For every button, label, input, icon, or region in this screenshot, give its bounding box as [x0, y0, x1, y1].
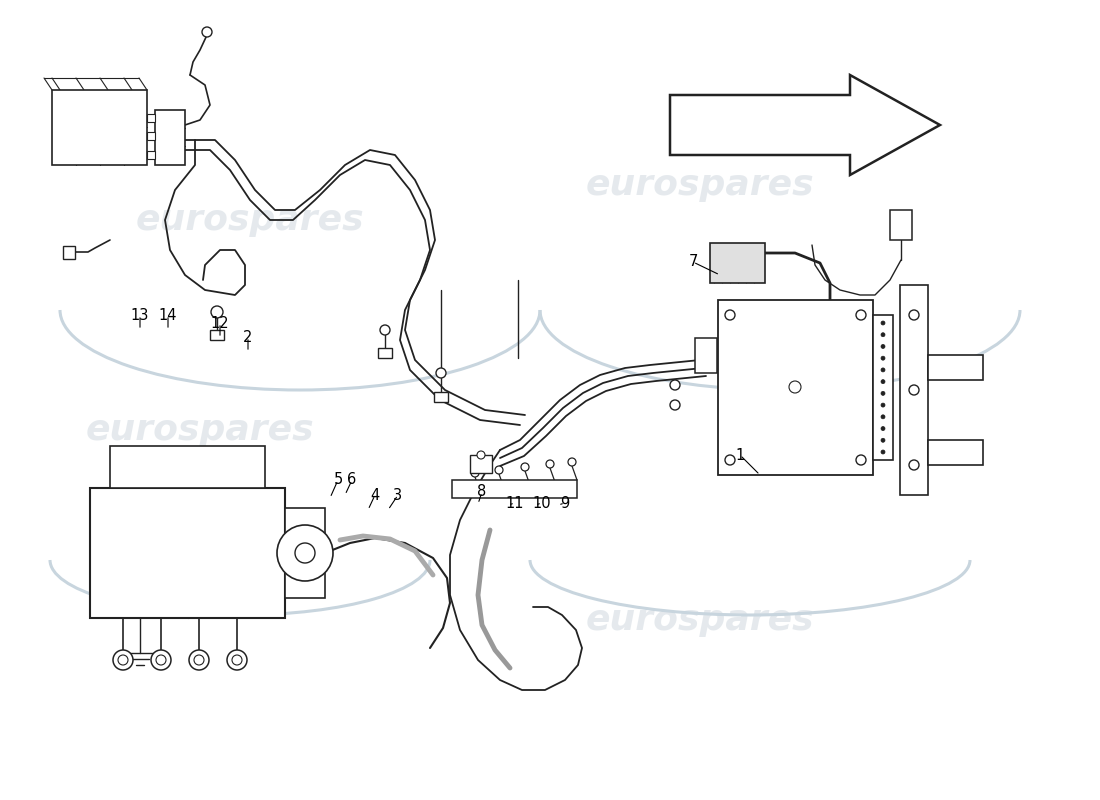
Circle shape — [194, 655, 204, 665]
Circle shape — [436, 368, 446, 378]
Text: 14: 14 — [158, 307, 177, 322]
Circle shape — [670, 380, 680, 390]
FancyBboxPatch shape — [452, 480, 578, 498]
Circle shape — [211, 306, 223, 318]
FancyBboxPatch shape — [147, 132, 155, 140]
FancyBboxPatch shape — [434, 392, 448, 402]
Circle shape — [909, 310, 918, 320]
FancyBboxPatch shape — [285, 508, 324, 598]
Circle shape — [670, 400, 680, 410]
FancyBboxPatch shape — [63, 246, 75, 259]
Circle shape — [546, 460, 554, 468]
Circle shape — [881, 321, 886, 325]
Circle shape — [202, 27, 212, 37]
FancyBboxPatch shape — [928, 440, 983, 465]
Text: 9: 9 — [560, 495, 570, 510]
Circle shape — [568, 458, 576, 466]
Text: 8: 8 — [477, 485, 486, 499]
Circle shape — [189, 650, 209, 670]
Circle shape — [909, 385, 918, 395]
Circle shape — [118, 655, 128, 665]
Text: eurospares: eurospares — [585, 603, 814, 637]
FancyBboxPatch shape — [147, 151, 155, 159]
Circle shape — [881, 345, 886, 349]
FancyBboxPatch shape — [710, 243, 764, 283]
Circle shape — [881, 333, 886, 337]
Text: eurospares: eurospares — [86, 413, 315, 447]
Circle shape — [881, 415, 886, 419]
Circle shape — [471, 469, 478, 477]
Circle shape — [477, 451, 485, 459]
Circle shape — [277, 525, 333, 581]
FancyBboxPatch shape — [718, 300, 873, 475]
Circle shape — [881, 403, 886, 407]
Circle shape — [881, 368, 886, 372]
Circle shape — [881, 426, 886, 430]
FancyBboxPatch shape — [928, 355, 983, 380]
Circle shape — [113, 650, 133, 670]
FancyBboxPatch shape — [90, 488, 285, 618]
Text: 6: 6 — [348, 473, 356, 487]
Circle shape — [789, 381, 801, 393]
FancyBboxPatch shape — [378, 348, 392, 358]
Text: 1: 1 — [736, 447, 745, 462]
Circle shape — [856, 455, 866, 465]
Circle shape — [725, 310, 735, 320]
Circle shape — [156, 655, 166, 665]
Text: 7: 7 — [689, 254, 697, 270]
FancyBboxPatch shape — [900, 285, 928, 495]
Text: 3: 3 — [394, 487, 403, 502]
FancyBboxPatch shape — [147, 114, 155, 122]
FancyBboxPatch shape — [155, 110, 185, 165]
Text: eurospares: eurospares — [585, 168, 814, 202]
FancyBboxPatch shape — [210, 330, 224, 340]
Circle shape — [881, 380, 886, 384]
Circle shape — [379, 325, 390, 335]
Text: eurospares: eurospares — [135, 203, 364, 237]
Circle shape — [881, 438, 886, 442]
Circle shape — [495, 466, 503, 474]
Text: 5: 5 — [333, 473, 342, 487]
FancyBboxPatch shape — [52, 90, 147, 165]
Text: 2: 2 — [243, 330, 253, 345]
Circle shape — [856, 310, 866, 320]
Circle shape — [909, 460, 918, 470]
Text: 13: 13 — [131, 307, 150, 322]
Circle shape — [295, 543, 315, 563]
FancyBboxPatch shape — [470, 455, 492, 473]
Text: 4: 4 — [371, 487, 380, 502]
Circle shape — [227, 650, 248, 670]
Circle shape — [881, 356, 886, 360]
Text: 10: 10 — [532, 495, 551, 510]
FancyBboxPatch shape — [890, 210, 912, 240]
Circle shape — [232, 655, 242, 665]
FancyBboxPatch shape — [695, 338, 717, 373]
Text: 12: 12 — [211, 315, 229, 330]
Polygon shape — [670, 75, 940, 175]
Circle shape — [881, 450, 886, 454]
FancyBboxPatch shape — [873, 315, 893, 460]
Circle shape — [881, 391, 886, 395]
Circle shape — [151, 650, 170, 670]
Circle shape — [521, 463, 529, 471]
FancyBboxPatch shape — [110, 446, 265, 488]
Circle shape — [725, 455, 735, 465]
Text: 11: 11 — [506, 495, 525, 510]
